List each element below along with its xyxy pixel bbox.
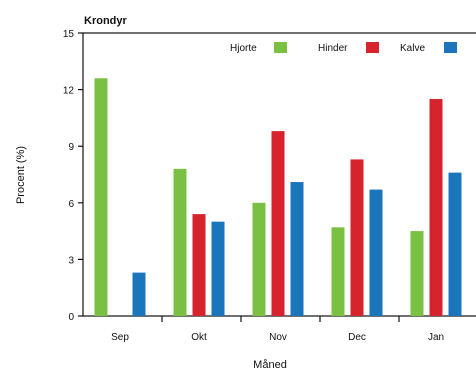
y-tick-label: 9 [68,142,74,153]
x-tick-label: Dec [348,332,366,343]
y-tick-label: 15 [63,29,75,40]
x-tick-label: Okt [191,332,207,343]
bar-hjorte [94,78,108,316]
x-axis-label: Måned [253,359,287,371]
y-tick-label: 3 [68,255,74,266]
y-tick-label: 0 [68,312,74,323]
bar-kalve [211,221,225,316]
legend-label: Hinder [318,43,348,54]
legend-label: Kalve [400,43,425,54]
x-tick-label: Sep [111,332,129,343]
bar-hinder [429,99,443,317]
x-tick-label: Jan [428,332,444,343]
bar-hjorte [410,231,424,316]
bar-hinder [271,131,285,316]
bar-kalve [290,182,304,316]
bar-hjorte [173,168,187,316]
legend-swatch-hjorte [274,42,287,53]
bar-hjorte [331,227,345,316]
x-tick-label: Nov [269,332,287,343]
legend-swatch-kalve [444,42,457,53]
bar-kalve [132,272,146,316]
chart-title: Krondyr [84,15,128,27]
legend: Hjorte Hinder Kalve [230,42,457,54]
bar-kalve [369,189,383,316]
bar-hinder [192,214,206,316]
bar-kalve [448,172,462,316]
plot-area: 0 3 6 9 12 15 Sep Okt Nov Dec Jan [63,29,476,343]
y-tick-label: 6 [68,199,74,210]
y-axis-label: Procent (%) [15,146,27,204]
bar-hinder [350,159,364,316]
bar-hjorte [252,202,266,316]
legend-label: Hjorte [230,43,257,54]
y-tick-label: 12 [63,86,75,97]
legend-swatch-hinder [366,42,379,53]
